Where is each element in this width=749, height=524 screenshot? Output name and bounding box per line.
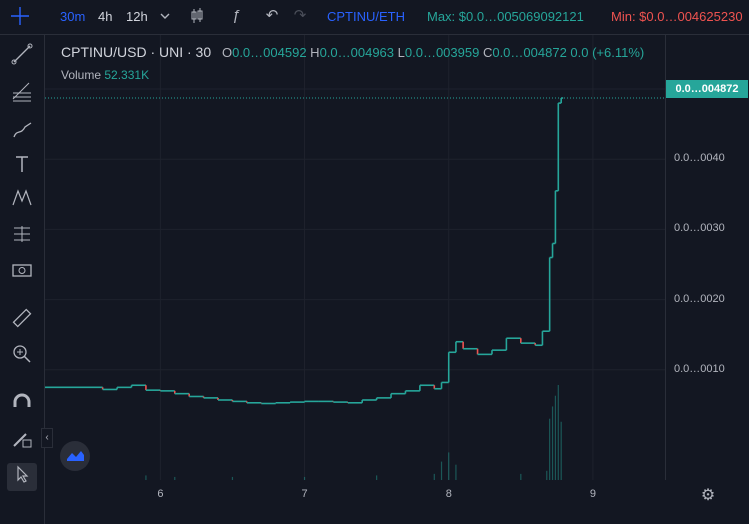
max-price: Max: $0.0…005069092121 (427, 9, 584, 24)
volume-value: 52.331K (104, 68, 150, 82)
high-value: 0.0…004963 (319, 45, 395, 60)
interval-30m[interactable]: 30m (60, 9, 86, 24)
symbol-label: CPTINU/USD · UNI · 30 (61, 44, 212, 60)
time-tick-label: 6 (157, 488, 164, 500)
volume-bar (231, 476, 234, 480)
undo-icon[interactable]: ↶ (265, 7, 279, 24)
price-tick-label: 0.0…0010 (674, 362, 725, 375)
volume-bar (560, 421, 562, 480)
open-label: O (221, 45, 233, 60)
chevron-down-icon[interactable] (155, 6, 175, 26)
pattern-icon[interactable] (7, 187, 37, 215)
price-tick-label: 0.0…0040 (674, 152, 725, 165)
volume-bar (520, 473, 522, 480)
volume-bar (554, 395, 557, 480)
volume-bar (433, 473, 435, 480)
magnet-icon[interactable] (7, 393, 37, 421)
cursor-icon[interactable] (7, 463, 37, 491)
time-axis[interactable]: 6 7 8 9 (45, 480, 665, 524)
money-icon[interactable] (7, 259, 37, 287)
volume-bar (440, 461, 443, 480)
volume-bar (376, 475, 378, 480)
price-chart[interactable] (45, 35, 665, 480)
volume-label: Volume (61, 68, 102, 82)
time-tick-label: 9 (589, 488, 597, 500)
text-icon[interactable] (7, 153, 37, 181)
tradingview-logo[interactable] (60, 441, 90, 471)
volume-bar (551, 406, 554, 480)
volume-bar (174, 476, 176, 480)
volume-bar (303, 476, 306, 480)
trendline-icon[interactable] (7, 43, 37, 71)
lock-icon[interactable] (7, 427, 37, 455)
volume-bar (448, 452, 450, 480)
redo-icon[interactable]: ↷ (293, 7, 307, 24)
min-price: Min: $0.0…004625230 (611, 9, 743, 24)
candles-icon[interactable] (187, 6, 207, 26)
prediction-icon[interactable] (7, 223, 37, 251)
pair-name[interactable]: CPTINU/ETH (327, 9, 405, 24)
close-label: C (482, 45, 493, 60)
volume-bar (549, 418, 551, 480)
volume-bar (546, 470, 548, 480)
last-price-tag: 0.0…004872 (666, 80, 748, 98)
time-tick-label: 7 (301, 488, 308, 500)
interval-4h[interactable]: 4h (98, 9, 113, 24)
volume-legend: Volume 52.331K (61, 68, 149, 82)
crosshair-icon[interactable] (10, 6, 30, 26)
volume-bar (455, 464, 457, 480)
open-value: 0.0…004592 (232, 45, 307, 60)
change-value: 0.0 (+6.11%) (570, 45, 645, 60)
settings-icon[interactable]: ⚙ (700, 487, 716, 504)
ruler-icon[interactable] (7, 307, 37, 335)
price-tick-label: 0.0…0020 (674, 292, 725, 305)
brush-icon[interactable] (7, 119, 37, 147)
volume-bar (145, 475, 147, 480)
close-value: 0.0…004872 (492, 45, 567, 60)
price-tick-label: 0.0…0030 (674, 222, 725, 235)
low-label: L (397, 45, 405, 60)
interval-12h[interactable]: 12h (126, 9, 148, 24)
drawing-toolbar (0, 35, 45, 524)
top-toolbar: 30m 4h 12h ƒ ↶ ↷ CPTINU/ETH Max: $0.0…00… (0, 0, 749, 35)
ohlc-legend: CPTINU/USD · UNI · 30 O0.0…004592 H0.0…0… (61, 44, 644, 60)
low-value: 0.0…003959 (404, 45, 480, 60)
time-tick-label: 8 (445, 488, 452, 500)
zoom-icon[interactable] (7, 343, 37, 371)
indicator-icon[interactable]: ƒ (231, 7, 241, 24)
volume-bar (557, 385, 559, 480)
collapse-arrow-icon[interactable]: ‹ (41, 428, 53, 448)
fib-icon[interactable] (7, 81, 37, 109)
high-label: H (310, 45, 320, 60)
